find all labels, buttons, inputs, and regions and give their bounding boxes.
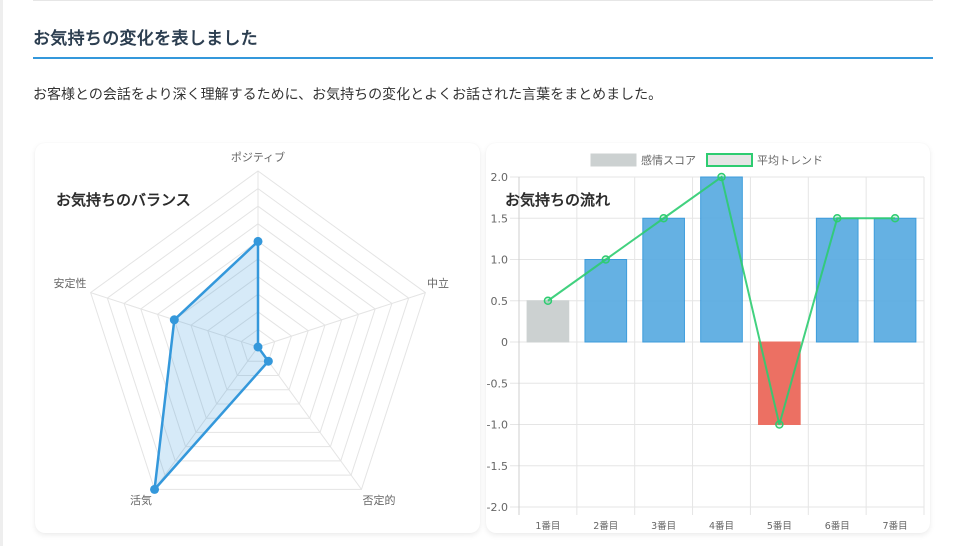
radar-axis-label: ポジティブ — [231, 150, 285, 164]
bar-6[interactable] — [815, 217, 859, 343]
radar-grid-ring — [140, 223, 376, 448]
radar-chart-card: お気持ちのバランス ポジティブ中立否定的 活気 安定性 — [35, 143, 480, 533]
trend-point[interactable] — [775, 420, 784, 429]
trend-point[interactable] — [890, 214, 900, 223]
trend-line — [547, 175, 896, 425]
bar-chart-card: お気持ちの流れ 2.0 1.5 1.0 0.5 0 -0.5 -1.0 -1.5 -2.0 1番目… — [486, 143, 930, 533]
radar-grid-ring — [223, 311, 293, 376]
bar-chart[interactable]: 2.0 1.5 1.0 0.5 0 -0.5 -1.0 -1.5 -2.0 1番目 2番目 3番目 4番… — [486, 143, 930, 533]
radar-grid-ring — [173, 258, 343, 419]
x-tick-label: 5番目 — [767, 520, 792, 532]
y-tick-label: 2.0 — [491, 171, 509, 184]
legend-label[interactable]: 平均トレンド — [757, 154, 823, 167]
bar-3[interactable] — [642, 217, 685, 343]
bar-4[interactable] — [700, 176, 743, 343]
left-edge-strip — [0, 0, 3, 546]
section-heading: お気持ちの変化を表しました — [33, 29, 258, 49]
y-tick-label: 0.5 — [491, 295, 509, 308]
radar-axis-label: 活気 — [130, 493, 152, 507]
y-tick-label: -0.5 — [487, 377, 508, 390]
radar-grid-ring — [90, 170, 426, 490]
x-tick-label: 1番目 — [535, 520, 560, 532]
legend-swatch[interactable] — [590, 153, 637, 167]
radar-data-point[interactable] — [253, 236, 263, 246]
x-tick-label: 6番目 — [825, 520, 850, 532]
section-description: お客様との会話をより深く理解するために、お気持ちの変化とよくお話された言葉をまと… — [33, 87, 663, 103]
trend-point[interactable] — [659, 214, 668, 223]
radar-spoke — [257, 292, 426, 348]
trend-point[interactable] — [601, 255, 611, 264]
bar-2[interactable] — [584, 259, 628, 343]
legend-label[interactable]: 感情スコア — [641, 154, 696, 167]
y-tick-label: 0 — [501, 336, 508, 349]
bar-7[interactable] — [873, 217, 917, 343]
trend-point[interactable] — [543, 296, 553, 305]
bar-1[interactable] — [526, 300, 570, 343]
legend-swatch[interactable] — [706, 153, 753, 167]
y-tick-label: 1.0 — [491, 254, 509, 267]
radar-axis-label: 中立 — [427, 276, 449, 290]
radar-data-point[interactable] — [150, 484, 160, 494]
radar-spoke — [257, 346, 362, 490]
radar-grid-ring — [240, 328, 276, 362]
bar-chart-title: お気持ちの流れ — [505, 191, 611, 209]
radar-grid-ring — [190, 275, 326, 405]
radar-axis-label: 安定性 — [54, 276, 87, 290]
radar-data-area — [153, 240, 270, 491]
radar-grid-ring — [123, 205, 393, 462]
y-tick-label: 1.5 — [491, 212, 509, 225]
radar-data-point[interactable] — [253, 342, 263, 352]
radar-axis-label: 否定的 — [363, 493, 396, 507]
y-tick-label: -1.5 — [487, 460, 508, 473]
x-tick-label: 7番目 — [883, 520, 908, 532]
radar-chart-title: お気持ちのバランス — [56, 191, 191, 209]
radar-grid-ring — [106, 187, 410, 476]
radar-data-point[interactable] — [169, 315, 179, 325]
y-tick-label: -1.0 — [487, 419, 508, 432]
radar-grid-ring — [156, 240, 360, 433]
trend-point[interactable] — [717, 172, 726, 182]
x-tick-label: 2番目 — [593, 520, 618, 532]
radar-data-point[interactable] — [263, 356, 273, 366]
x-tick-label: 3番目 — [651, 520, 676, 532]
radar-spoke — [154, 346, 259, 490]
top-divider — [33, 0, 933, 1]
radar-grid-ring — [207, 293, 309, 391]
x-tick-label: 4番目 — [709, 520, 734, 532]
bar-5[interactable] — [758, 341, 801, 425]
trend-point[interactable] — [832, 214, 842, 223]
y-tick-label: -2.0 — [487, 501, 508, 514]
heading-underline — [33, 57, 933, 59]
